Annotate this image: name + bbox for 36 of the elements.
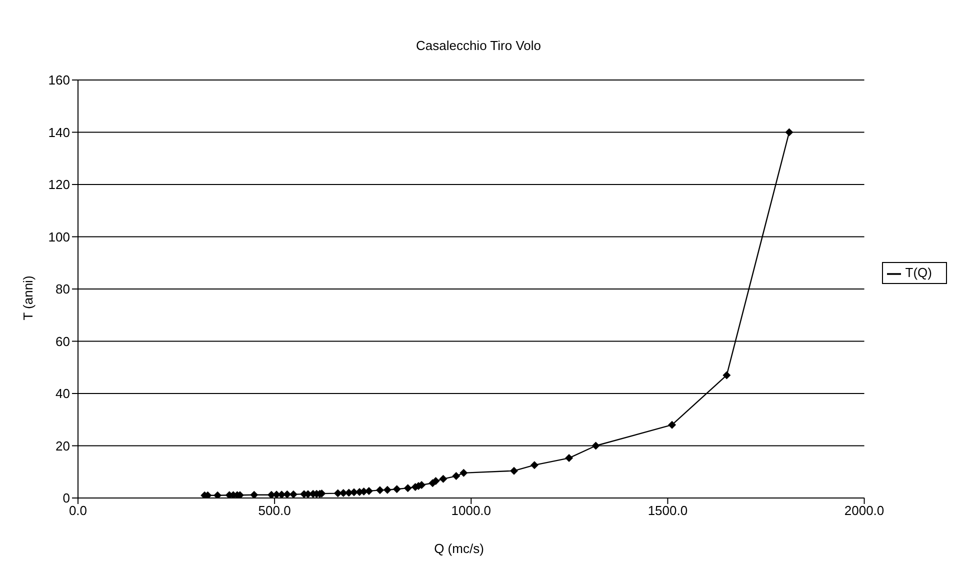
chart-title: Casalecchio Tiro Volo [414, 38, 542, 53]
point [452, 472, 460, 480]
point [668, 420, 676, 429]
x-axis-title: Q (mc/s) [433, 541, 485, 556]
y-tick-label: 100 [48, 229, 70, 244]
y-axis-title: T (anni) [20, 276, 36, 320]
y-tick-label: 60 [56, 334, 70, 349]
point [376, 486, 384, 494]
point [530, 461, 538, 470]
y-tick-label: 140 [48, 124, 70, 140]
y-tick-label: 20 [56, 438, 70, 454]
point [250, 490, 258, 498]
y-tick-label: 0 [62, 490, 70, 506]
y-tick-label: 40 [56, 386, 70, 402]
point [383, 486, 392, 494]
point [460, 468, 468, 477]
x-tick-label: 2000.0 [844, 503, 884, 518]
point [392, 485, 401, 494]
point [592, 442, 600, 450]
point [283, 490, 292, 498]
point [404, 484, 412, 492]
point [510, 466, 518, 475]
point [289, 490, 298, 498]
y-tick-label: 160 [48, 72, 70, 88]
point [565, 454, 574, 462]
x-tick-label: 1000.0 [451, 503, 492, 518]
x-tick-label: 1500.0 [648, 503, 688, 518]
point [214, 491, 222, 498]
legend-label: T(Q) [905, 265, 932, 280]
y-tick-label: 120 [48, 177, 70, 192]
point [785, 128, 794, 136]
y-tick-label: 80 [56, 282, 70, 297]
point [722, 371, 731, 380]
point [439, 474, 448, 483]
x-tick-label: 0.0 [68, 503, 88, 518]
x-tick-label: 500.0 [258, 503, 291, 518]
